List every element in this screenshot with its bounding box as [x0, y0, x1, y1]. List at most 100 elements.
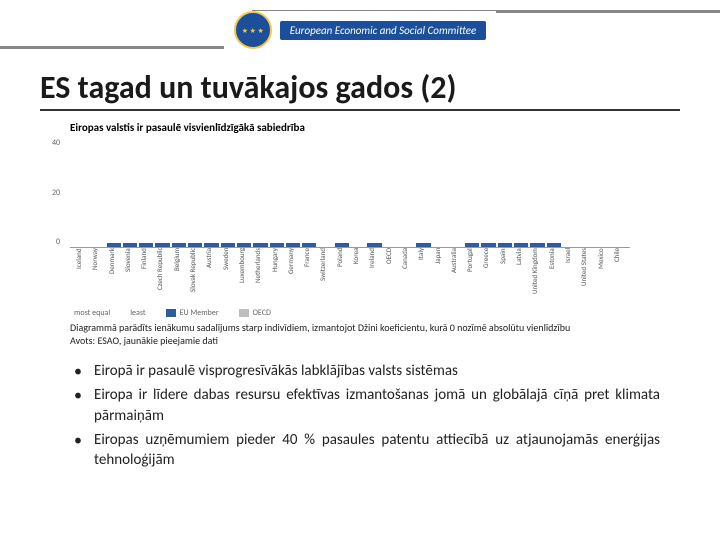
bullet-item: Eiropa ir līdere dabas resursu efektīvas…: [70, 385, 660, 426]
bar: [498, 243, 512, 247]
x-label: Canada: [400, 248, 414, 306]
x-label: Korea: [351, 248, 365, 306]
gini-chart: Eiropas valstis ir pasaulē visvienlīdzīg…: [70, 121, 650, 347]
x-label: Belgium: [172, 248, 186, 306]
bar: [123, 243, 137, 247]
x-label: Germany: [286, 248, 300, 306]
bar-fill: [270, 243, 284, 247]
bar-fill: [237, 243, 251, 247]
x-label: Portugal: [465, 248, 479, 306]
flag-stars: ★ ★ ★: [242, 26, 264, 35]
x-label: France: [302, 248, 316, 306]
x-label: Denmark: [107, 248, 121, 306]
bar: [302, 243, 316, 247]
bar: [335, 243, 349, 247]
x-label: Sweden: [221, 248, 235, 306]
x-label: Switzerland: [318, 248, 332, 306]
bars-container: [70, 138, 630, 247]
x-label: Israel: [563, 248, 577, 306]
bar: [204, 243, 218, 247]
x-label: Mexico: [596, 248, 610, 306]
bar: [547, 243, 561, 247]
bar: [188, 243, 202, 247]
y-tick: 20: [52, 188, 60, 198]
x-label: OECD: [384, 248, 398, 306]
x-axis-labels: IcelandNorwayDenmarkSloveniaFinlandCzech…: [70, 248, 630, 306]
legend-eu-label: EU Member: [180, 308, 219, 318]
legend-eu: EU Member: [166, 308, 219, 318]
oecd-swatch: [239, 309, 249, 317]
x-label: Latvia: [514, 248, 528, 306]
eesc-logo: ★ ★ ★ European Economic and Social Commi…: [224, 11, 497, 49]
x-label: Czech Republic: [155, 248, 169, 306]
bar-fill: [286, 243, 300, 247]
bar-fill: [221, 243, 235, 247]
x-label: Finland: [139, 248, 153, 306]
bar: [172, 243, 186, 247]
page-title: ES tagad un tuvākajos gados (2): [40, 68, 680, 111]
y-axis: 40 20 0: [52, 138, 60, 247]
chart-title: Eiropas valstis ir pasaulē visvienlīdzīg…: [70, 121, 650, 134]
caption-line1: Diagrammā parādīts ienākumu sadalījums s…: [70, 321, 570, 334]
bar-fill: [107, 243, 121, 247]
chart-legend: most equal least EU Member OECD: [70, 308, 650, 318]
x-label: Hungary: [270, 248, 284, 306]
bar-fill: [530, 243, 544, 247]
bar-fill: [188, 243, 202, 247]
bar: [465, 243, 479, 247]
legend-oecd: OECD: [239, 308, 271, 318]
x-label: Luxembourg: [237, 248, 251, 306]
bar-fill: [547, 243, 561, 247]
bar-fill: [139, 243, 153, 247]
bar-fill: [416, 243, 430, 247]
x-label: United Kingdom: [530, 248, 544, 306]
bullet-list: Eiropā ir pasaulē visprogresīvākās labkl…: [70, 361, 660, 470]
bar: [514, 243, 528, 247]
bar-fill: [204, 243, 218, 247]
y-tick: 0: [56, 237, 60, 247]
x-label: Poland: [335, 248, 349, 306]
x-label: United States: [579, 248, 593, 306]
bar: [139, 243, 153, 247]
bar: [286, 243, 300, 247]
x-label: Austria: [204, 248, 218, 306]
bar-fill: [367, 243, 381, 247]
legend-oecd-label: OECD: [253, 308, 271, 318]
org-label: European Economic and Social Committee: [280, 21, 487, 40]
x-label: Italy: [416, 248, 430, 306]
x-label: Iceland: [74, 248, 88, 306]
eu-swatch: [166, 309, 176, 317]
bar: [237, 243, 251, 247]
x-label: Netherlands: [253, 248, 267, 306]
bar-fill: [335, 243, 349, 247]
header-bar: ★ ★ ★ European Economic and Social Commi…: [0, 0, 720, 60]
x-label: Greece: [481, 248, 495, 306]
bar-fill: [253, 243, 267, 247]
bar: [155, 243, 169, 247]
bar-fill: [123, 243, 137, 247]
bar-fill: [514, 243, 528, 247]
bar-fill: [302, 243, 316, 247]
x-label: Slovenia: [123, 248, 137, 306]
x-label: Estonia: [547, 248, 561, 306]
bullet-item: Eiropā ir pasaulē visprogresīvākās labkl…: [70, 361, 660, 381]
x-label: Norway: [90, 248, 104, 306]
bar: [221, 243, 235, 247]
caption-line2: Avots: ESAO, jaunākie pieejamie dati: [70, 334, 218, 347]
bar: [253, 243, 267, 247]
bar-fill: [498, 243, 512, 247]
bar-fill: [481, 243, 495, 247]
bar: [416, 243, 430, 247]
bar: [107, 243, 121, 247]
bar-fill: [155, 243, 169, 247]
x-label: Australia: [449, 248, 463, 306]
bar-fill: [172, 243, 186, 247]
legend-most-equal: most equal: [74, 308, 110, 318]
x-label: Chile: [612, 248, 626, 306]
bullet-item: Eiropas uzņēmumiem pieder 40 % pasaules …: [70, 430, 660, 471]
y-tick: 40: [52, 138, 60, 148]
bar: [270, 243, 284, 247]
chart-plot: 40 20 0: [70, 138, 630, 248]
bar: [367, 243, 381, 247]
x-label: Slovak Republic: [188, 248, 202, 306]
